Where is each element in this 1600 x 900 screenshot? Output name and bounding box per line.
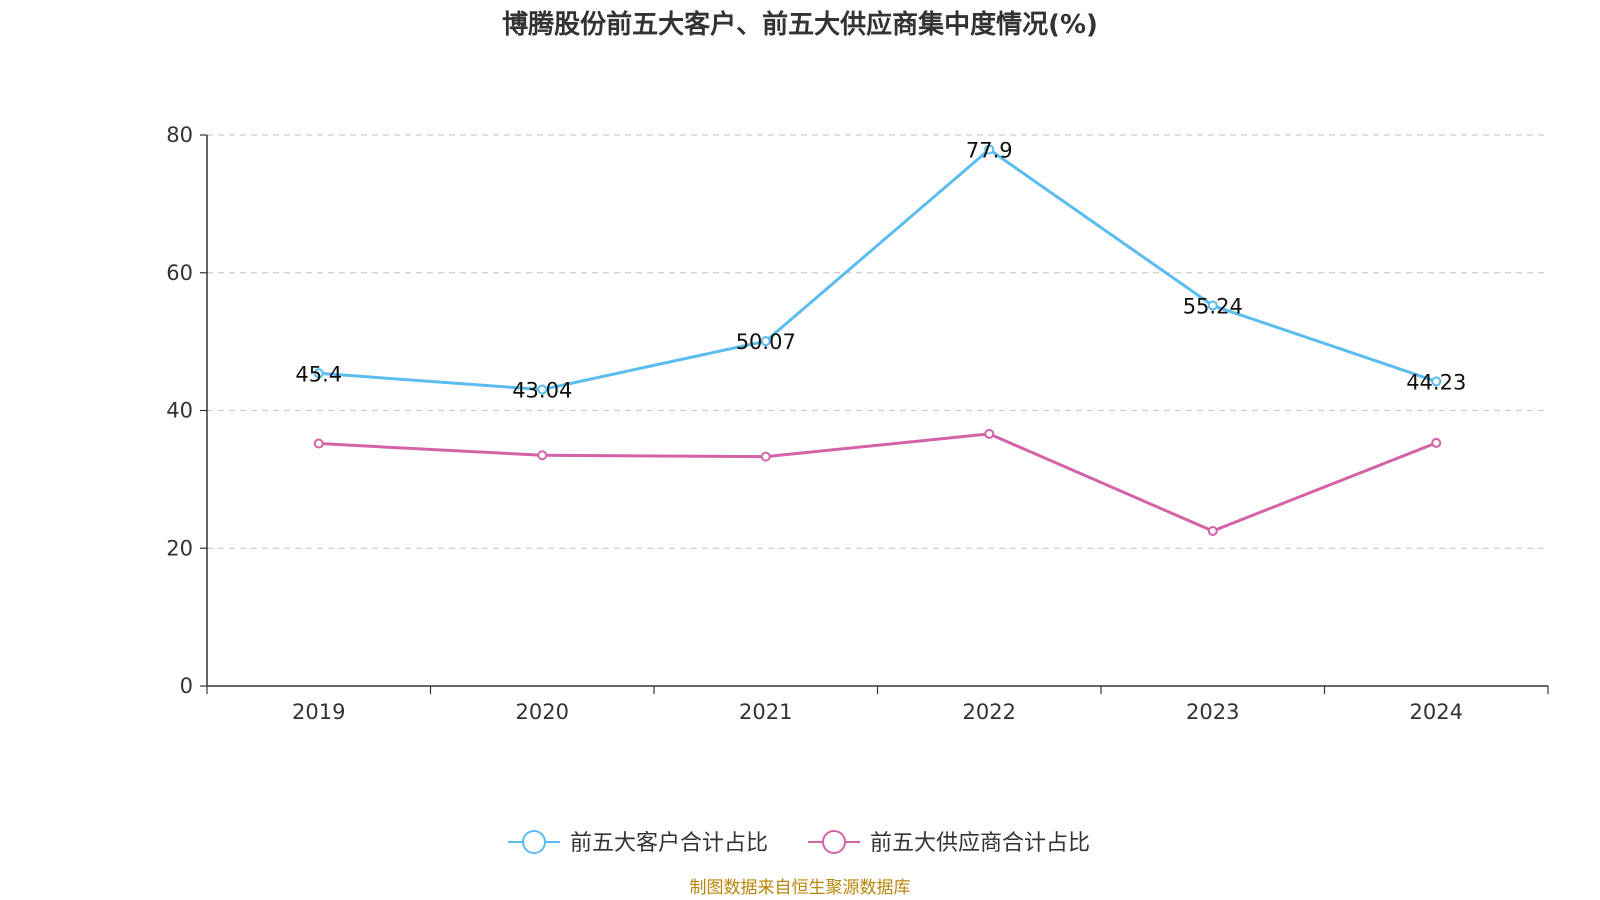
data-point — [313, 368, 324, 379]
data-point — [1207, 526, 1218, 537]
data-point — [760, 336, 771, 347]
y-tick-label: 40 — [166, 399, 193, 423]
data-point — [537, 384, 548, 395]
series-line-1 — [318, 432, 1437, 533]
series-line-0 — [318, 147, 1437, 392]
y-tick-label: 80 — [166, 123, 193, 147]
series-layer — [313, 144, 1442, 537]
data-label: 77.9 — [966, 138, 1013, 162]
data-label: 45.4 — [295, 362, 342, 386]
legend-item-1[interactable]: 前五大供应商合计占比 — [808, 830, 1090, 856]
grid-lines — [207, 134, 1548, 549]
x-tick-label: 2022 — [963, 700, 1016, 724]
axes: 0 20 40 60 80 2019 2020 2021 2022 2023 2024 — [166, 123, 1549, 724]
data-label: 55.24 — [1183, 295, 1243, 319]
data-point — [537, 450, 548, 461]
x-tick-label: 2024 — [1410, 700, 1463, 724]
y-tick-label: 20 — [166, 536, 193, 560]
data-label: 44.23 — [1406, 370, 1466, 394]
x-tick-label: 2023 — [1186, 700, 1239, 724]
x-tick-label: 2021 — [739, 700, 792, 724]
data-point — [313, 438, 324, 449]
data-point — [1431, 376, 1442, 387]
data-point — [1207, 300, 1218, 311]
x-tick-label: 2019 — [292, 700, 345, 724]
data-label: 50.07 — [736, 330, 796, 354]
legend-label: 前五大供应商合计占比 — [870, 831, 1090, 856]
legend-item-0[interactable]: 前五大客户合计占比 — [508, 830, 768, 856]
data-point — [984, 428, 995, 439]
source-note: 制图数据来自恒生聚源数据库 — [690, 878, 911, 898]
data-point — [984, 144, 995, 155]
x-tick-label: 2020 — [516, 700, 569, 724]
chart-title: 博腾股份前五大客户、前五大供应商集中度情况(%) — [502, 9, 1098, 40]
y-tick-label: 0 — [180, 674, 193, 698]
y-tick-label: 60 — [166, 261, 193, 285]
legend-label: 前五大客户合计占比 — [570, 831, 768, 856]
data-labels: 45.4 43.04 50.07 77.9 55.24 44.23 — [295, 138, 1466, 402]
legend-marker — [522, 830, 546, 854]
data-point — [760, 451, 771, 462]
legend[interactable]: 前五大客户合计占比 前五大供应商合计占比 — [508, 830, 1090, 856]
data-label: 43.04 — [512, 379, 572, 403]
data-point — [1431, 437, 1442, 448]
legend-marker — [822, 830, 846, 854]
